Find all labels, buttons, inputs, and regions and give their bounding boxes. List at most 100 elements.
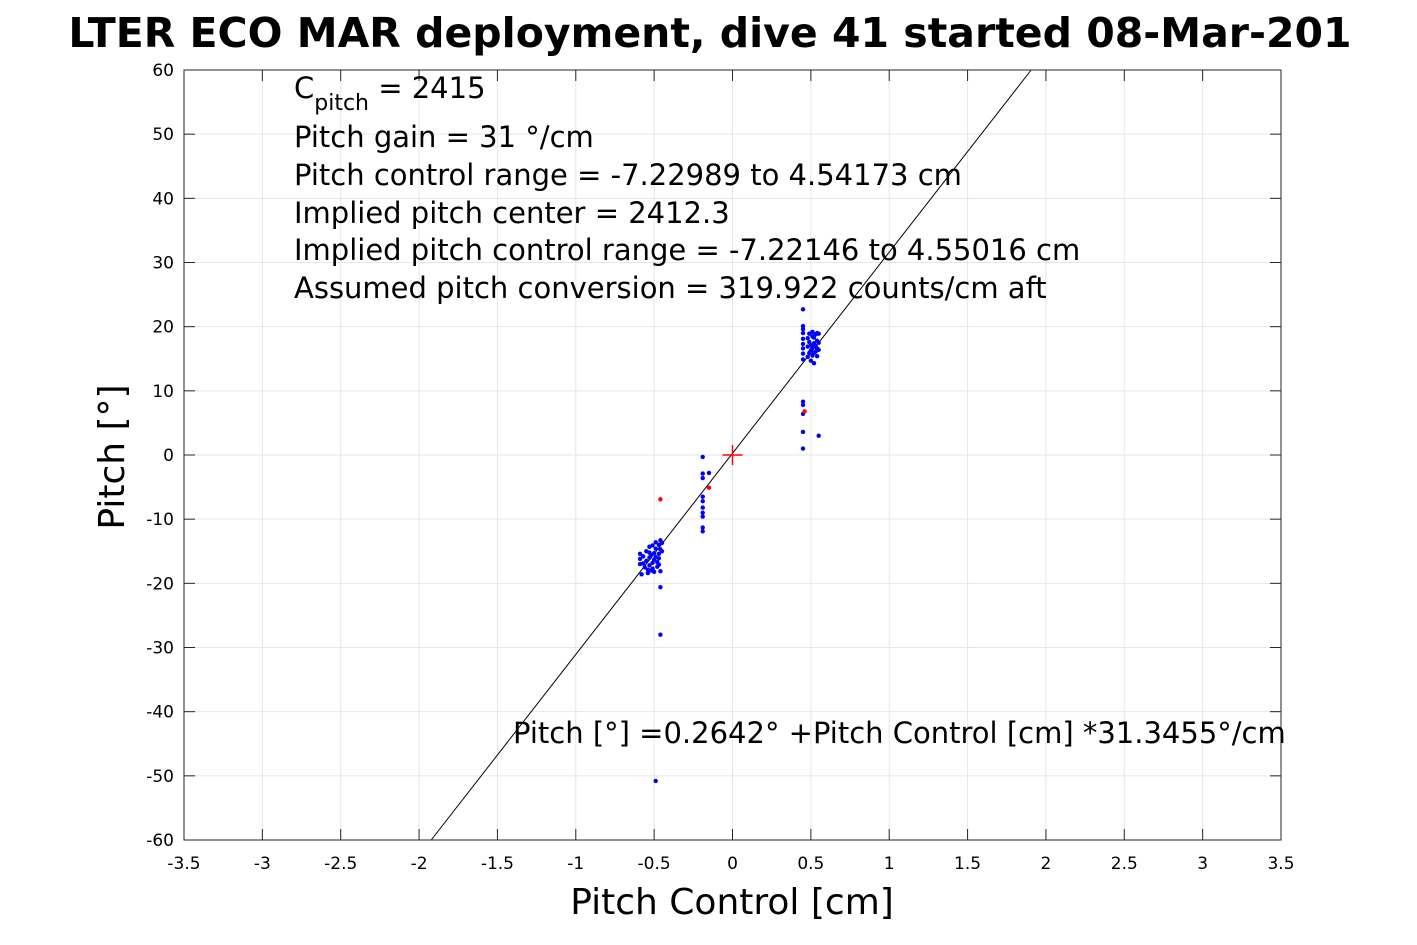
data-point <box>651 550 657 556</box>
y-tick-label: 40 <box>152 189 174 209</box>
x-tick-labels: -3.5 -3 -2.5 -2 -1.5 -1 -0.5 0 0.5 1 1.5 2 2.5 3 3.5 <box>167 854 1294 874</box>
annotation-implied-pitch-center: Implied pitch center = 2412.3 <box>294 196 730 230</box>
x-tick-label: 0 <box>727 854 738 874</box>
data-point <box>800 307 806 312</box>
y-tick-label: -10 <box>146 510 174 530</box>
x-tick-label: -3.5 <box>167 854 200 874</box>
x-tick-label: -3 <box>254 854 271 874</box>
annotation-cpitch: Cpitch = 2415 <box>294 71 486 116</box>
x-tick-label: 3.5 <box>1267 854 1294 874</box>
data-point <box>800 330 806 336</box>
chart-title: LTER ECO MAR deployment, dive 41 started… <box>68 9 1351 57</box>
data-point <box>658 497 663 502</box>
data-points <box>637 307 821 784</box>
data-point <box>658 632 663 637</box>
data-point <box>651 569 657 574</box>
x-tick-label: 2.5 <box>1111 854 1138 874</box>
y-tick-label: -20 <box>146 574 174 594</box>
y-tick-labels: -60 -50 -40 -30 -20 -10 0 10 20 30 40 50 60 <box>146 61 174 851</box>
y-tick-label: 50 <box>152 125 174 145</box>
y-tick-label: 0 <box>163 446 174 466</box>
data-point <box>700 494 705 499</box>
data-point <box>650 543 655 548</box>
data-point <box>805 336 810 341</box>
y-tick-label: -40 <box>146 703 174 723</box>
data-point <box>810 329 815 334</box>
data-point <box>800 336 806 342</box>
annotation-pitch-gain: Pitch gain = 31 °/cm <box>294 120 594 154</box>
x-tick-label: -2.5 <box>324 854 357 874</box>
data-point <box>700 499 705 504</box>
data-point <box>800 341 806 347</box>
annotation-fit-equation: Pitch [°] =0.2642° +Pitch Control [cm] *… <box>513 716 1286 750</box>
data-point <box>800 429 806 435</box>
y-axis-label: Pitch [°] <box>92 384 133 529</box>
data-point <box>811 361 817 366</box>
data-point <box>800 327 806 332</box>
y-tick-label: -30 <box>146 639 174 659</box>
data-point <box>645 570 651 576</box>
data-point <box>700 454 705 460</box>
y-tick-label: 60 <box>152 61 174 81</box>
data-point <box>808 358 814 363</box>
data-point <box>700 525 705 530</box>
y-tick-label: -60 <box>146 831 174 851</box>
x-tick-label: 1.5 <box>954 854 981 874</box>
data-point <box>700 510 705 515</box>
data-point <box>656 551 662 557</box>
data-point <box>658 584 663 590</box>
data-point <box>653 546 658 551</box>
center-marker <box>722 445 743 465</box>
annotation-cpitch-sub: pitch <box>314 91 369 116</box>
data-point <box>814 353 820 359</box>
data-point <box>800 399 806 404</box>
data-point <box>700 529 705 534</box>
annotation-cpitch-main: C <box>294 71 314 105</box>
data-point <box>637 556 643 562</box>
y-tick-label: -50 <box>146 767 174 787</box>
data-point <box>644 558 649 564</box>
data-point <box>800 323 806 329</box>
x-tick-label: 1 <box>884 854 895 874</box>
data-point <box>816 433 821 438</box>
data-point <box>802 409 807 414</box>
data-point <box>816 331 821 336</box>
y-tick-label: 30 <box>152 254 174 274</box>
x-tick-label: 0.5 <box>797 854 824 874</box>
x-axis-label: Pitch Control [cm] <box>570 882 894 923</box>
data-point <box>816 347 821 352</box>
data-point <box>659 549 665 554</box>
x-tick-label: -1.5 <box>481 854 514 874</box>
x-tick-label: 3 <box>1197 854 1208 874</box>
annotation-block: Cpitch = 2415 Pitch gain = 31 °/cm Pitch… <box>294 71 1286 750</box>
data-point <box>640 561 646 566</box>
annotation-pitch-conversion: Assumed pitch conversion = 319.922 count… <box>294 271 1047 305</box>
data-point <box>658 568 663 574</box>
y-tick-label: 10 <box>152 382 174 402</box>
x-tick-label: 2 <box>1041 854 1052 874</box>
x-tick-label: -0.5 <box>638 854 671 874</box>
data-point <box>800 346 806 351</box>
x-tick-label: -2 <box>411 854 428 874</box>
x-tick-label: -1 <box>567 854 584 874</box>
data-point <box>647 563 652 568</box>
data-point <box>656 556 662 561</box>
y-tick-label: 20 <box>152 318 174 338</box>
data-point <box>639 572 644 577</box>
data-point <box>637 551 643 557</box>
axis-ticks <box>183 69 1282 841</box>
data-point <box>653 540 658 545</box>
data-point <box>805 354 810 360</box>
annotation-pitch-control-range: Pitch control range = -7.22989 to 4.5417… <box>294 158 962 192</box>
data-point <box>656 562 662 567</box>
data-point <box>700 475 705 481</box>
data-point <box>800 402 806 408</box>
data-point <box>800 446 806 451</box>
data-point <box>800 351 806 356</box>
annotation-cpitch-value: = 2415 <box>369 71 486 105</box>
data-point <box>653 778 658 784</box>
data-point <box>659 540 665 546</box>
data-point <box>700 505 705 510</box>
data-point <box>816 340 821 345</box>
